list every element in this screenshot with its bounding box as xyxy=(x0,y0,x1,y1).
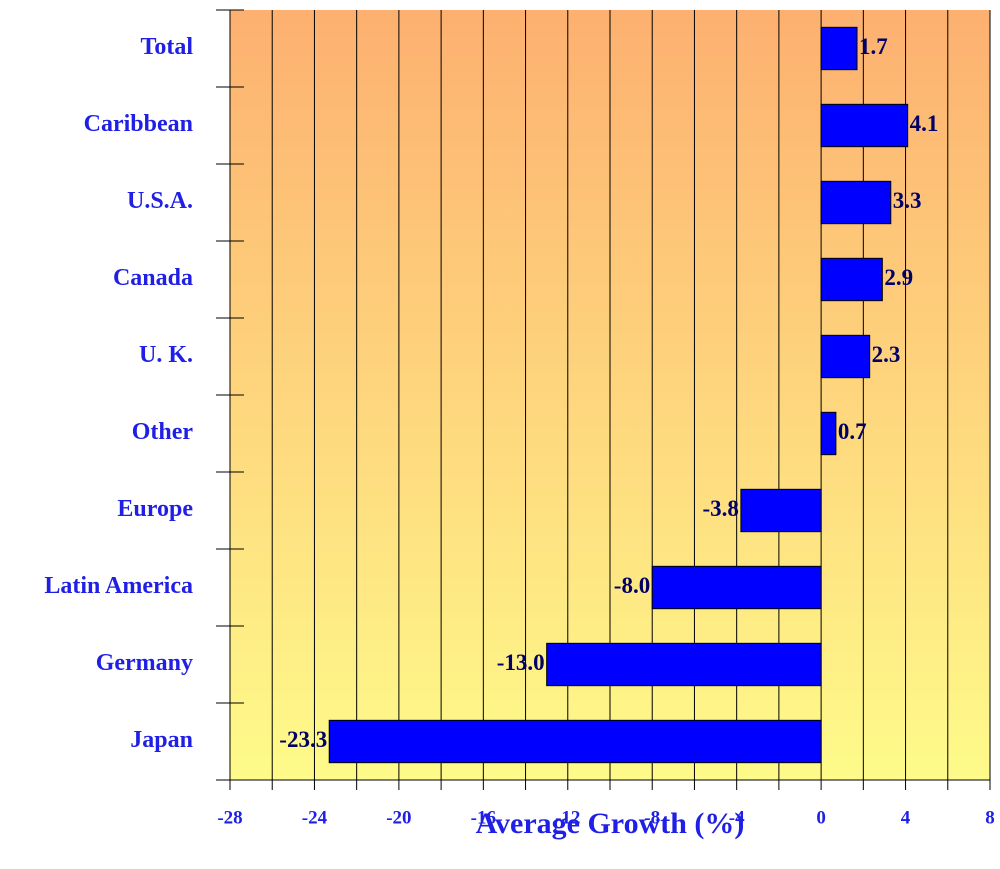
bar xyxy=(546,642,822,687)
bar xyxy=(820,103,909,148)
y-tick-label: Caribbean xyxy=(84,111,193,137)
x-tick-label: 8 xyxy=(985,807,995,828)
bar xyxy=(820,180,892,225)
value-label: 1.7 xyxy=(859,34,888,59)
value-label: -13.0 xyxy=(497,650,545,675)
x-tick-label: 0 xyxy=(816,807,826,828)
y-tick-label: Europe xyxy=(117,496,193,522)
bar xyxy=(820,411,837,456)
y-tick-label: Germany xyxy=(96,650,193,676)
x-tick-label: -16 xyxy=(471,807,496,828)
bar xyxy=(651,565,822,610)
x-tick-label: -12 xyxy=(555,807,580,828)
value-label: 0.7 xyxy=(838,419,867,444)
x-tick-label: -24 xyxy=(302,807,328,828)
value-label: 4.1 xyxy=(910,111,939,136)
y-tick-label: Canada xyxy=(113,265,193,291)
y-tick-label: U.S.A. xyxy=(127,188,193,214)
x-axis-title: Average Growth (%) xyxy=(476,807,745,840)
value-label: -3.8 xyxy=(702,496,738,521)
bar xyxy=(328,719,822,764)
y-tick-label: Other xyxy=(132,419,194,445)
x-tick-label: -20 xyxy=(386,807,411,828)
x-tick-label: -4 xyxy=(729,807,745,828)
value-label: 2.3 xyxy=(872,342,901,367)
y-tick-label: Total xyxy=(141,34,194,60)
y-tick-label: Latin America xyxy=(44,573,193,599)
value-label: -8.0 xyxy=(614,573,650,598)
value-label: -23.3 xyxy=(279,727,327,752)
y-tick-label: U. K. xyxy=(139,342,193,368)
bar xyxy=(820,334,871,379)
bar xyxy=(820,26,858,71)
x-tick-label: -28 xyxy=(217,807,242,828)
bar xyxy=(740,488,822,533)
value-label: 3.3 xyxy=(893,188,922,213)
y-tick-label: Japan xyxy=(130,727,193,753)
x-tick-label: 4 xyxy=(901,807,911,828)
bar xyxy=(820,257,883,302)
value-label: 2.9 xyxy=(884,265,913,290)
x-tick-label: -8 xyxy=(644,807,660,828)
